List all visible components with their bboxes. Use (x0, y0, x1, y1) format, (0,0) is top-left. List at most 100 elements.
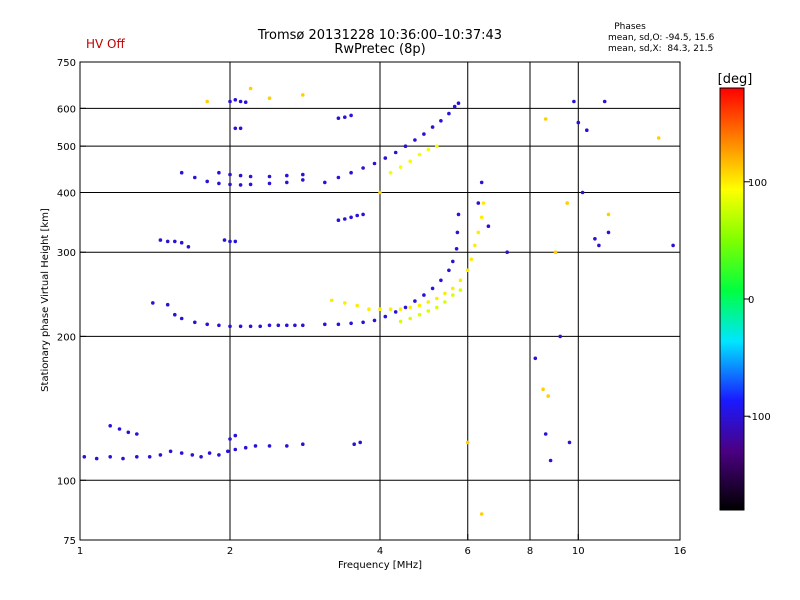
echo-point (383, 314, 388, 319)
echo-point (435, 296, 439, 301)
echo-point (451, 286, 455, 291)
echo-point (572, 99, 576, 104)
echo-point (179, 240, 184, 245)
echo-point (597, 243, 601, 248)
echo-point (355, 213, 360, 218)
echo-point (422, 293, 426, 297)
x-tick-label: 1 (77, 546, 83, 557)
echo-point (417, 303, 422, 308)
echo-point (173, 312, 177, 317)
echo-point (108, 455, 112, 459)
echo-point (233, 98, 238, 102)
echo-point (367, 307, 371, 312)
echo-point (228, 437, 232, 441)
echo-point (108, 424, 112, 428)
echo-point (422, 132, 426, 136)
echo-point (413, 138, 417, 142)
echo-point (205, 179, 209, 184)
echo-point (238, 126, 243, 131)
echo-point (417, 152, 422, 157)
echo-point (343, 217, 347, 221)
echo-point (158, 238, 163, 242)
echo-point (135, 455, 139, 459)
x-axis-label: Frequency [MHz] (338, 560, 422, 571)
echo-point (349, 321, 353, 326)
echo-point (179, 170, 184, 175)
x-tick-label: 16 (674, 546, 687, 557)
echo-point (205, 322, 209, 327)
echo-point (476, 230, 481, 235)
y-tick-label: 300 (57, 248, 76, 259)
x-tick-label: 6 (465, 546, 471, 557)
echo-point (147, 455, 152, 459)
echo-point (205, 99, 209, 104)
x-tick-label: 10 (572, 546, 585, 557)
echo-point (443, 291, 447, 296)
echo-point (388, 170, 393, 175)
echo-point (361, 320, 365, 325)
echo-point (82, 455, 87, 459)
y-tick-label: 200 (57, 332, 76, 343)
y-tick-label: 100 (57, 476, 76, 487)
echo-point (548, 458, 553, 463)
echo-point (481, 201, 486, 205)
echo-point (258, 324, 263, 329)
y-tick-label: 750 (57, 58, 76, 69)
colorbar-tick-label: 0 (748, 295, 754, 306)
echo-point (336, 218, 341, 222)
echo-point (456, 212, 461, 217)
axis-ticks: 1 2 4 6 8 10 16 75 100 200 300 400 500 600 750 (57, 58, 686, 557)
echo-point (576, 120, 581, 125)
echo-point (606, 230, 611, 235)
echo-point (383, 156, 388, 160)
echo-point (447, 268, 451, 273)
echo-point (430, 286, 435, 291)
echo-point (285, 444, 289, 448)
echo-point (417, 312, 422, 317)
echo-point (452, 104, 457, 109)
y-axis-label: Stationary phase Virtual Height [km] (40, 208, 51, 392)
echo-point (388, 307, 393, 312)
echo-point (173, 239, 177, 244)
echo-point (323, 322, 327, 327)
phase-colorbar (719, 87, 745, 511)
echo-point (186, 245, 191, 249)
phase-stats-o: mean, sd,O: -94.5, 15.6 (608, 33, 715, 43)
echo-point (558, 334, 562, 339)
echo-point (486, 224, 491, 228)
echo-point (443, 300, 447, 304)
echo-point (361, 212, 365, 217)
echo-point (349, 170, 353, 175)
echo-point (228, 239, 232, 244)
echo-point (228, 172, 232, 177)
echo-point (447, 111, 451, 116)
echo-point (473, 243, 477, 248)
echo-point (546, 394, 550, 398)
echo-point (248, 174, 253, 179)
echo-point (352, 442, 357, 447)
echo-point (233, 433, 238, 438)
echo-point (602, 99, 607, 104)
x-tick-label: 2 (227, 546, 233, 557)
echo-point (451, 293, 455, 297)
x-tick-label: 4 (377, 546, 383, 557)
echo-point (479, 215, 484, 220)
echo-point (233, 239, 238, 244)
echo-point (336, 322, 341, 327)
y-tick-label: 75 (63, 536, 76, 547)
echo-point (413, 299, 417, 303)
echo-point (378, 307, 382, 312)
echo-point (393, 150, 398, 155)
echo-point (505, 250, 510, 254)
echo-point (533, 356, 538, 361)
echo-point (179, 316, 184, 321)
echo-point (567, 440, 572, 445)
echo-point (217, 181, 221, 186)
echo-point (393, 310, 398, 314)
echo-point (585, 128, 589, 132)
echo-point (580, 190, 585, 195)
echo-point (435, 144, 439, 148)
echo-point (199, 455, 203, 459)
echo-point (117, 427, 122, 431)
echo-point (408, 305, 413, 310)
